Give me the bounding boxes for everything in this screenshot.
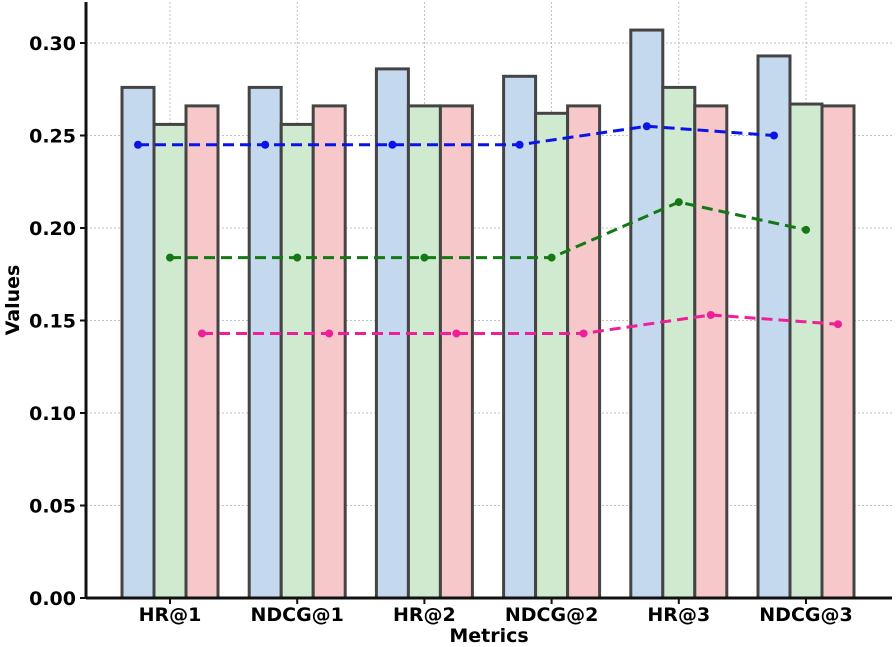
y-tick-label: 0.30 (29, 33, 76, 55)
lines (134, 122, 842, 338)
y-tick-label: 0.00 (29, 588, 76, 610)
x-tick-label: NDCG@3 (759, 604, 852, 626)
line-green-point-NDCG@3 (802, 225, 810, 234)
line-blue-point-HR@3 (642, 122, 651, 131)
bar-series-green-HR@2 (406, 104, 442, 600)
bar-series-red-HR@2 (438, 104, 474, 600)
bar-series-green-HR@1 (152, 122, 188, 600)
line-green-point-HR@1 (166, 253, 174, 262)
line-pink-point-HR@1 (198, 329, 206, 338)
x-ticks: HR@1 NDCG@1 HR@2 NDCG@2 HR@3 NDCG@3 (139, 598, 853, 626)
line-green-point-NDCG@1 (293, 253, 302, 262)
bar-series-blue-NDCG@1 (247, 85, 283, 600)
axes (84, 2, 892, 600)
y-tick-label: 0.15 (29, 311, 76, 333)
bar-series-green-NDCG@1 (279, 122, 315, 600)
y-ticks: 0.00 0.05 0.10 0.15 0.20 0.25 0.30 (29, 33, 86, 610)
bar-series-green-NDCG@2 (534, 111, 570, 600)
line-blue-point-HR@1 (134, 140, 142, 149)
line-green-point-NDCG@2 (547, 253, 556, 262)
line-pink (202, 313, 839, 335)
bar-series-red-HR@3 (693, 104, 729, 600)
x-tick-label: HR@1 (139, 604, 202, 626)
x-axis-title: Metrics (449, 625, 528, 647)
line-pink-point-HR@2 (452, 329, 461, 338)
bar-series-green-NDCG@3 (788, 102, 824, 600)
line-pink-point-HR@3 (706, 310, 715, 319)
line-green-point-HR@3 (674, 198, 683, 207)
line-blue-point-NDCG@1 (261, 140, 270, 149)
x-tick-label: HR@3 (647, 604, 710, 626)
bar-series-blue-NDCG@2 (502, 74, 538, 600)
x-tick-label: HR@2 (393, 604, 456, 626)
y-tick-label: 0.20 (29, 218, 76, 240)
line-pink-point-NDCG@1 (325, 329, 334, 338)
line-blue-point-NDCG@2 (515, 140, 524, 149)
line-blue-point-NDCG@3 (770, 131, 778, 140)
bars (120, 28, 856, 600)
line-blue-point-HR@2 (388, 140, 397, 149)
y-tick-label: 0.05 (29, 496, 76, 518)
line-blue (138, 124, 775, 147)
bar-series-red-HR@1 (184, 104, 220, 600)
x-tick-label: NDCG@1 (250, 604, 343, 626)
line-pink-point-NDCG@2 (579, 329, 588, 338)
y-tick-label: 0.10 (29, 403, 76, 425)
bar-series-blue-HR@3 (629, 28, 665, 600)
line-pink-point-NDCG@3 (834, 320, 842, 329)
line-green (170, 200, 807, 260)
x-tick-label: NDCG@2 (505, 604, 598, 626)
bar-series-red-NDCG@3 (820, 104, 856, 600)
line-green-point-HR@2 (420, 253, 429, 262)
bar-series-green-HR@3 (661, 85, 697, 600)
bar-series-blue-HR@1 (120, 85, 156, 600)
y-tick-label: 0.25 (29, 126, 76, 148)
y-axis-title: Values (2, 265, 24, 336)
bar-series-red-NDCG@1 (311, 104, 347, 600)
bar-series-red-NDCG@2 (566, 104, 602, 600)
